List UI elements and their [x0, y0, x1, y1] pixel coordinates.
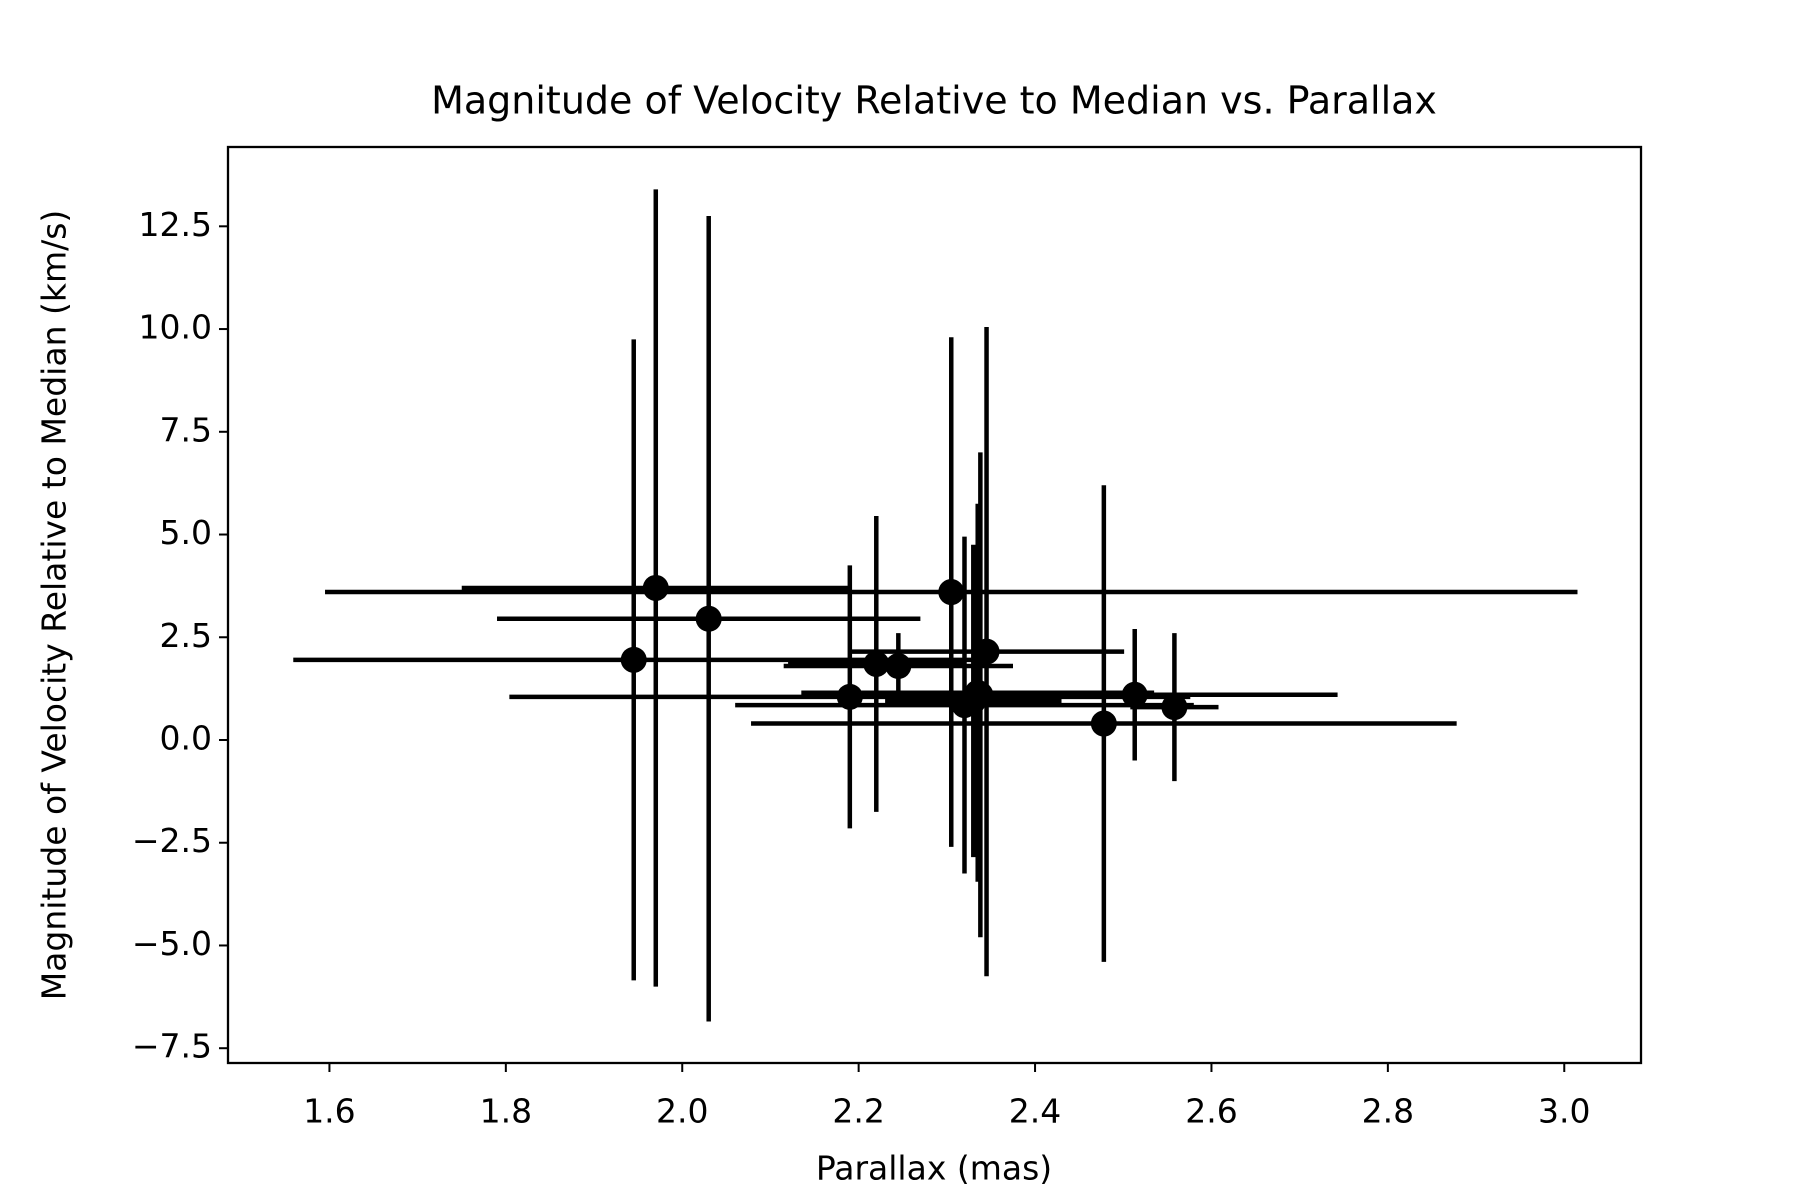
- point: [885, 653, 912, 680]
- x-tick-label: 1.8: [480, 1092, 532, 1131]
- y-tick-label: 5.0: [160, 513, 212, 552]
- point: [1121, 681, 1148, 708]
- x-tick-label: 2.8: [1362, 1092, 1414, 1131]
- point: [863, 650, 890, 677]
- point: [836, 683, 863, 710]
- y-tick-label: −7.5: [132, 1027, 212, 1066]
- point: [973, 638, 1000, 665]
- y-tick-label: 2.5: [160, 616, 212, 655]
- y-tick-label: 0.0: [160, 718, 212, 757]
- point: [1090, 710, 1117, 737]
- point: [642, 574, 669, 601]
- point: [695, 605, 722, 632]
- y-tick-label: 12.5: [139, 205, 212, 244]
- y-axis-label: Magnitude of Velocity Relative to Median…: [35, 210, 74, 1001]
- point: [620, 646, 647, 673]
- x-tick-label: 2.4: [1009, 1092, 1061, 1131]
- y-tick-label: −5.0: [132, 924, 212, 963]
- x-tick-label: 2.0: [656, 1092, 708, 1131]
- point: [1161, 694, 1188, 721]
- y-tick-label: −2.5: [132, 821, 212, 860]
- x-tick-label: 2.2: [832, 1092, 884, 1131]
- point: [967, 681, 994, 708]
- chart-title: Magnitude of Velocity Relative to Median…: [431, 79, 1437, 123]
- plot-frame: [226, 145, 1643, 1065]
- x-tick-label: 1.6: [303, 1092, 355, 1131]
- x-tick-label: 3.0: [1538, 1092, 1590, 1131]
- y-tick-label: 10.0: [139, 308, 212, 347]
- y-tick-label: 7.5: [160, 410, 212, 449]
- x-axis-label: Parallax (mas): [816, 1149, 1052, 1188]
- x-tick-label: 2.6: [1185, 1092, 1237, 1131]
- point: [938, 579, 965, 606]
